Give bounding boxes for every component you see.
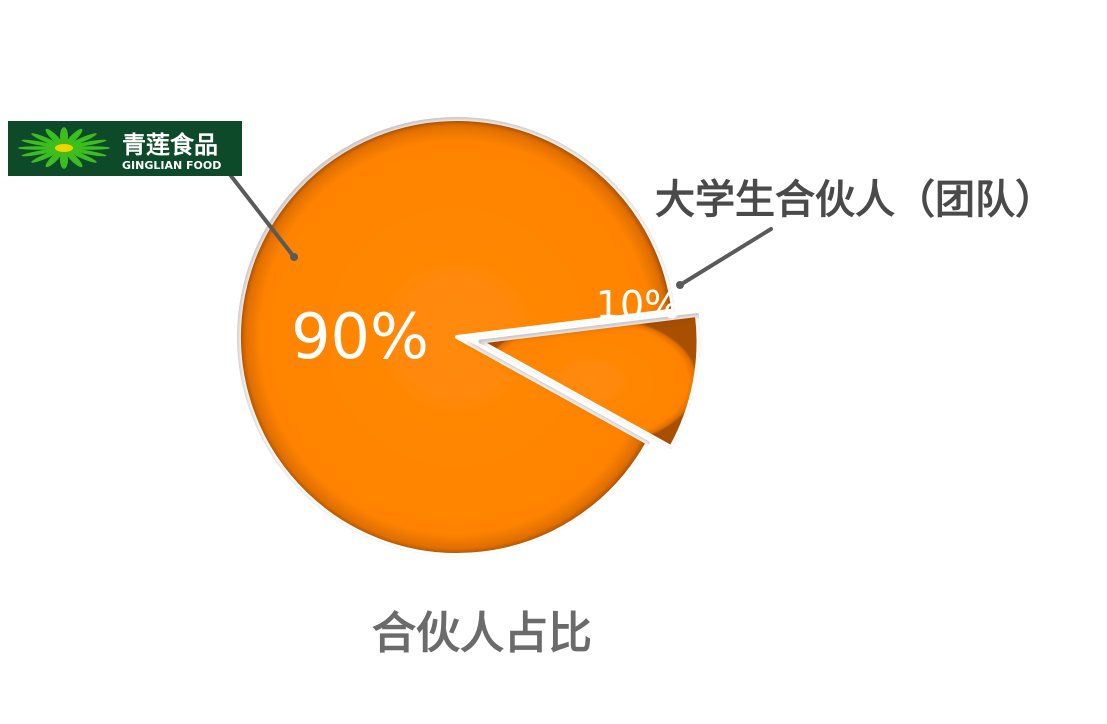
data-label-90: 90%	[291, 300, 429, 373]
flower-petal	[65, 128, 83, 146]
flower-petal	[69, 139, 107, 148]
leader-dot-big	[290, 253, 298, 261]
logo-text-en: GINGLIAN FOOD	[122, 159, 221, 172]
flower-petal	[21, 139, 59, 148]
data-label-10: 10%	[596, 283, 680, 327]
leader-line-big	[226, 170, 296, 259]
flower-petal	[60, 150, 68, 169]
flower-petal	[69, 148, 107, 157]
flower-petal	[31, 133, 61, 147]
flower-petal	[65, 150, 83, 168]
pie-slice-10	[478, 313, 701, 450]
category-label-students: 大学生合伙人（团队）	[655, 177, 1055, 223]
flower-petal	[60, 127, 68, 146]
flower-petal	[18, 146, 58, 150]
logo-text-cn: 青莲食品	[122, 131, 218, 159]
flower-petal	[67, 133, 97, 147]
qinglian-logo: 青莲食品 GINGLIAN FOOD	[8, 121, 242, 176]
flower-petal	[31, 149, 61, 163]
qinglian-flower-icon	[18, 127, 110, 169]
flower-petal	[21, 148, 59, 157]
flower-petal	[67, 149, 97, 163]
leader-dot-small	[676, 281, 684, 289]
pie-slice-90	[237, 117, 676, 557]
chart-title: 合伙人占比	[372, 608, 592, 659]
flower-center	[55, 143, 73, 153]
flower-petal	[45, 128, 63, 146]
flower-petal	[70, 146, 110, 150]
flower-petal	[45, 150, 63, 168]
leader-line-small	[678, 227, 773, 287]
pie-slices	[237, 117, 701, 557]
